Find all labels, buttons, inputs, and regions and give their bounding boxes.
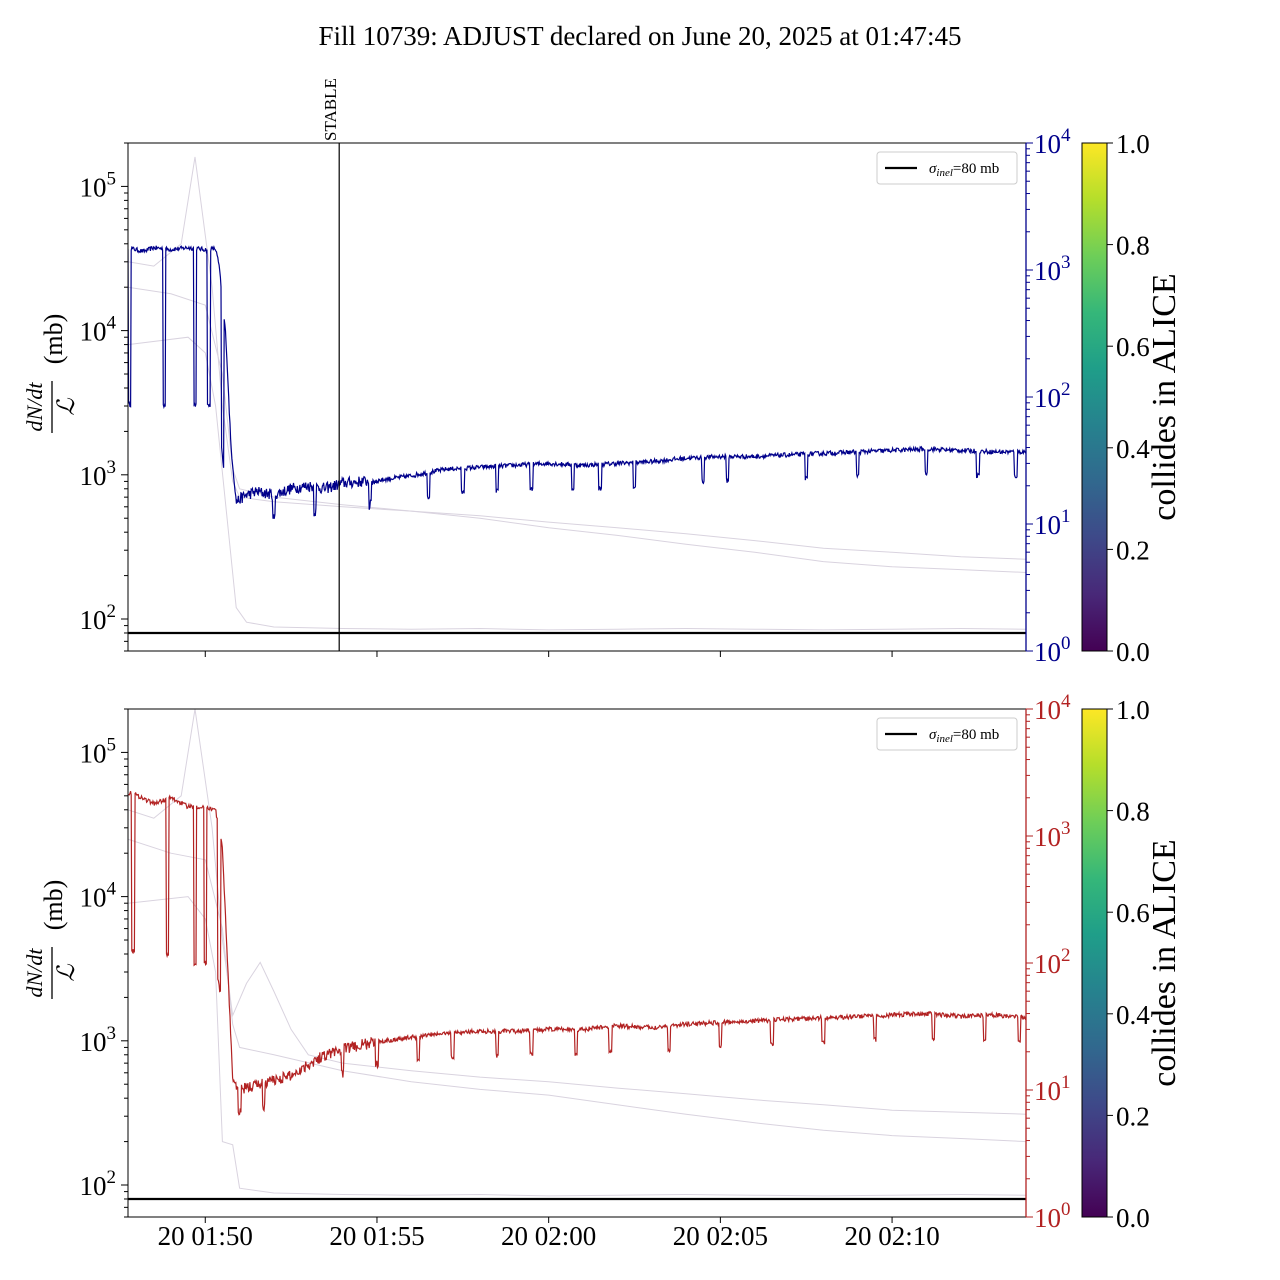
y-label-numerator: dN/dt [22, 948, 47, 998]
colorbar-tick-label: 1.0 [1116, 129, 1150, 159]
stable-marker-label: STABLE [321, 78, 340, 141]
colorbar-gradient [1081, 708, 1108, 1218]
legend-label: σinel=80 mb [929, 727, 999, 745]
x-tick-label: 20 02:10 [844, 1221, 939, 1251]
legend-label: σinel=80 mb [929, 161, 999, 179]
x-tick-label: 20 01:55 [329, 1221, 424, 1251]
colorbar-tick-label: 0.4 [1116, 1000, 1150, 1030]
left-tick-label: 103 [80, 1023, 117, 1057]
left-tick-label: 103 [80, 457, 117, 491]
y-axis-label: dN/dt ℒ (mb) [22, 314, 80, 433]
colorbar-tick-label: 0.8 [1116, 231, 1150, 261]
right-tick-label: 100 [1034, 633, 1071, 667]
y-label-denominator: ℒ [54, 964, 80, 982]
right-tick-label: 104 [1034, 691, 1071, 725]
colorbar-tick-label: 1.0 [1116, 695, 1150, 725]
left-tick-label: 104 [80, 879, 117, 913]
colorbar: 0.0 0.2 0.4 0.6 0.8 1.0 collides in ALICE [1081, 129, 1183, 667]
legend-box [876, 717, 1018, 751]
x-tick-label: 20 02:05 [673, 1221, 768, 1251]
colorbar-label: collides in ALICE [1146, 273, 1183, 520]
right-tick-label: 102 [1034, 945, 1071, 979]
colorbar-tick-label: 0.2 [1116, 535, 1150, 565]
right-tick-label: 104 [1034, 125, 1071, 159]
y-axis-label: dN/dt ℒ (mb) [22, 880, 80, 999]
plot-area [128, 156, 1026, 635]
right-tick-label: 103 [1034, 818, 1071, 852]
background-trace-1 [128, 286, 1026, 573]
right-tick-label: 103 [1034, 252, 1071, 286]
x-tick-label: 20 01:50 [158, 1221, 253, 1251]
y-label-unit: (mb) [39, 880, 68, 931]
legend: σinel=80 mb [876, 717, 1018, 751]
axes-frame [127, 142, 1027, 652]
background-trace-0 [128, 709, 1026, 1115]
y-label-numerator: dN/dt [22, 382, 47, 432]
background-trace-1 [128, 838, 1026, 1143]
main-series [128, 244, 1026, 519]
colorbar-tick-label: 0.6 [1116, 332, 1150, 362]
colorbar-tick-label: 0.0 [1116, 637, 1150, 667]
left-tick-label: 102 [80, 1167, 117, 1201]
legend: σinel=80 mb [876, 151, 1018, 185]
y-label-denominator: ℒ [54, 398, 80, 416]
left-tick-label: 104 [80, 313, 117, 347]
colorbar: 0.0 0.2 0.4 0.6 0.8 1.0 collides in ALICE [1081, 695, 1183, 1233]
colorbar-tick-label: 0.2 [1116, 1101, 1150, 1131]
right-tick-label: 101 [1034, 506, 1071, 540]
colorbar-label: collides in ALICE [1146, 839, 1183, 1086]
background-trace-2 [128, 336, 1026, 631]
colorbar-tick-label: 0.6 [1116, 898, 1150, 928]
background-trace-2 [128, 896, 1026, 1197]
x-tick-label: 20 02:00 [501, 1221, 596, 1251]
legend-box [876, 151, 1018, 185]
colorbar-tick-label: 0.4 [1116, 434, 1150, 464]
right-tick-label: 101 [1034, 1072, 1071, 1106]
y-label-unit: (mb) [39, 314, 68, 365]
left-tick-label: 102 [80, 601, 117, 635]
main-series [128, 791, 1026, 1116]
figure-title: Fill 10739: ADJUST declared on June 20, … [319, 21, 962, 51]
right-tick-label: 102 [1034, 379, 1071, 413]
left-tick-label: 105 [80, 168, 117, 202]
background-trace-0 [128, 156, 1026, 560]
right-tick-label: 100 [1034, 1199, 1071, 1233]
colorbar-tick-label: 0.0 [1116, 1203, 1150, 1233]
left-tick-label: 105 [80, 734, 117, 768]
colorbar-tick-label: 0.8 [1116, 797, 1150, 827]
axes-frame [127, 708, 1027, 1218]
bottom-panel: 102 103 104 105 100 101 102 103 104 20 01:50 20 01… [22, 691, 1183, 1251]
plot-area [128, 709, 1026, 1201]
top-panel: STABLE 102 103 104 105 100 101 102 103 104 dN/dt ℒ (… [22, 78, 1183, 667]
colorbar-gradient [1081, 142, 1108, 652]
